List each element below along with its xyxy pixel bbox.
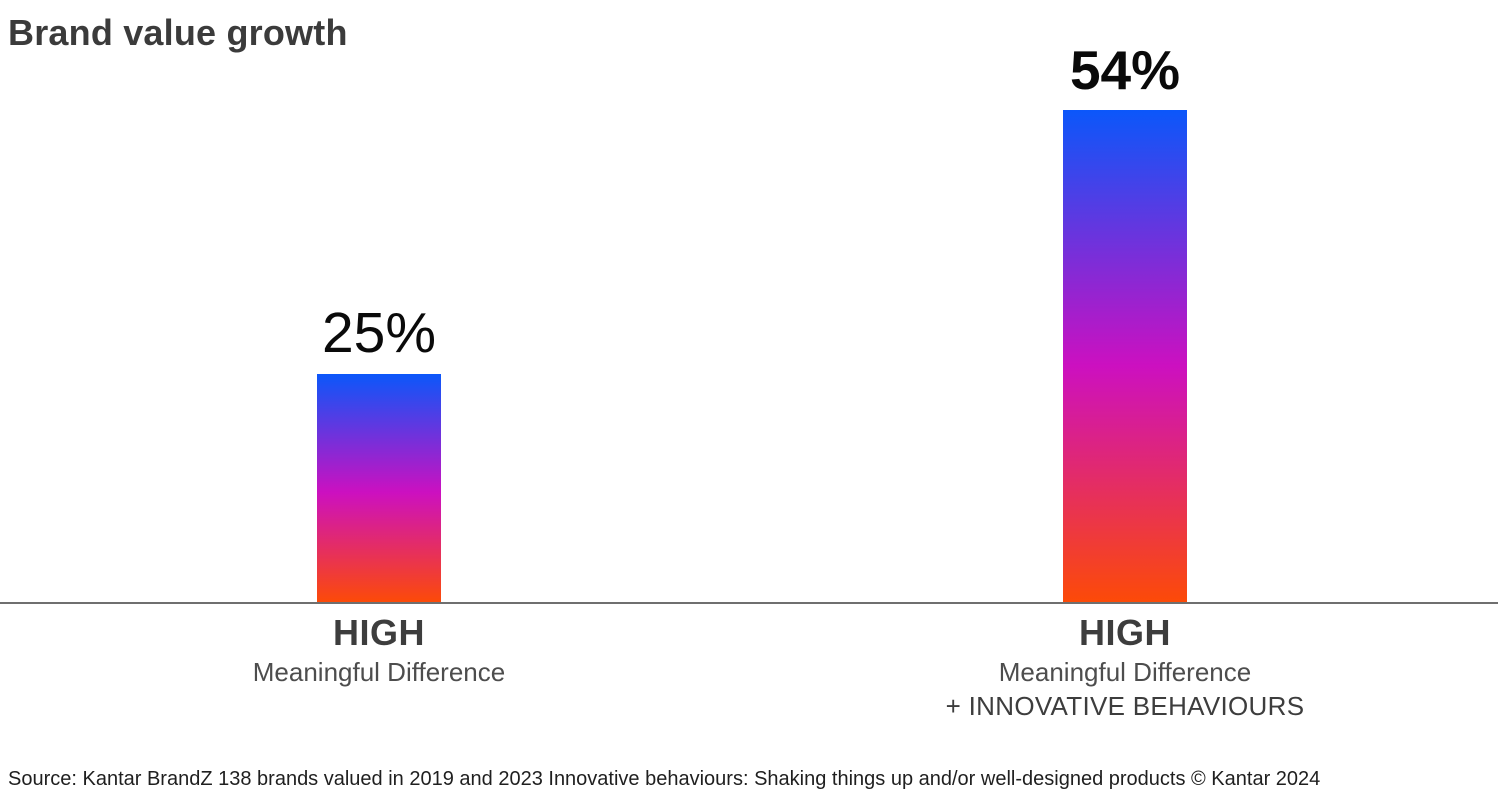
bar-meaningful-difference-innovative	[1063, 110, 1187, 602]
category-label-meaningful-difference: HIGH Meaningful Difference	[119, 612, 639, 690]
bar-group-meaningful-difference: 25%	[317, 305, 441, 602]
bar-meaningful-difference	[317, 374, 441, 602]
bar-group-meaningful-difference-innovative: 54%	[1063, 43, 1187, 602]
category-line-meaningful-difference: Meaningful Difference	[252, 657, 506, 687]
category-label-meaningful-difference-innovative: HIGH Meaningful Difference + INNOVATIVE …	[865, 612, 1385, 723]
category-line-high: HIGH	[333, 612, 425, 653]
category-line-innovative-behaviours: + INNOVATIVE BEHAVIOURS	[945, 691, 1305, 721]
data-label-25: 25%	[321, 301, 437, 365]
chart-title: Brand value growth	[8, 12, 348, 53]
x-axis-line	[0, 602, 1498, 604]
data-label-54: 54%	[1069, 39, 1181, 101]
category-line-meaningful-difference: Meaningful Difference	[998, 657, 1252, 687]
category-line-high: HIGH	[1079, 612, 1171, 653]
source-attribution: Source: Kantar BrandZ 138 brands valued …	[8, 768, 1321, 790]
